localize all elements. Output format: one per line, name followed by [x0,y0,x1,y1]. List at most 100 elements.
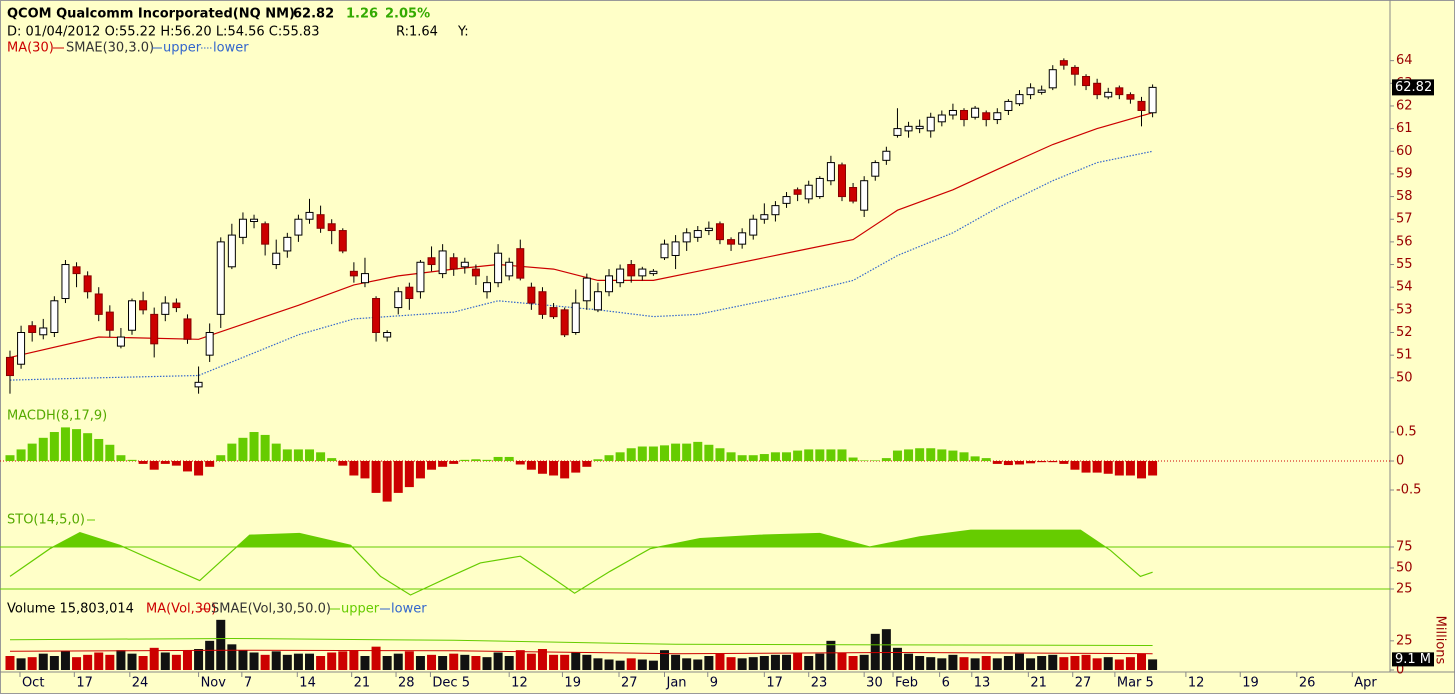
macd-bar [526,461,536,470]
macd-bar [859,460,869,462]
candle-body [1093,82,1102,96]
y-tick-label: 25 [1396,633,1413,648]
macd-bar [737,455,747,462]
candle-body [771,205,780,216]
volume-bar [1081,654,1091,670]
macd-bar [16,449,26,462]
volume-bar [626,658,636,670]
macd-bar [360,461,370,479]
candle-body [261,223,270,245]
candle-body [616,268,625,284]
candle-body [50,300,59,334]
macd-bar [415,461,425,479]
volume-bar [49,656,59,670]
macd-bar [549,461,559,476]
macd-bar [671,443,681,462]
macd-bar [482,459,492,462]
volume-bar [693,659,703,670]
macd-bar [926,448,936,462]
volume-bar [604,659,614,670]
candle-body [960,109,969,121]
candle-body [749,218,758,236]
macd-bar [881,458,891,462]
macd-bar [249,432,259,462]
volume-bar [1026,658,1036,670]
macd-bar [271,443,281,462]
volume-bar [848,656,858,670]
candle-body [660,243,669,259]
volume-bar [1014,653,1024,670]
volume-bar [382,656,392,670]
candle-body [1070,66,1079,75]
macd-bar [293,449,303,462]
candle-body [39,327,48,336]
macd-bar [759,454,769,462]
volume-bar [1092,658,1102,670]
candle-body [560,309,569,336]
volume-bar [149,647,159,670]
macd-bar [27,443,37,462]
legend-lower: lower [391,602,427,617]
y-tick-label: 53 [1396,302,1413,317]
volume-bar [293,653,303,670]
volume-bar [105,654,115,670]
volume-bar [482,657,492,670]
volume-bar [127,653,137,670]
volume-bar [815,653,825,670]
candle-body [471,268,480,277]
candle-body [937,114,946,123]
last-volume-label: 9.1 M [1395,652,1431,667]
x-tick-label: Oct [22,676,44,691]
candle-body [571,302,580,334]
x-tick-label: 24 [132,676,149,691]
x-tick-label: Apr [1354,676,1377,691]
x-tick-label: 27 [1075,676,1092,691]
volume-bar [549,654,559,670]
macd-bar [449,461,459,464]
macd-bar [1026,461,1036,464]
volume-bar [504,656,514,670]
x-tick-label: 14 [299,676,316,691]
macd-bar [1081,461,1091,473]
volume-bar [393,653,403,670]
macd-bar [349,461,359,476]
candle-body [438,250,447,275]
macd-bar [171,461,181,466]
volume-bar [937,658,947,670]
candle-body [139,300,148,311]
panel-title: MACDH(8,17,9) [7,409,107,424]
candle-body [394,291,403,309]
volume-bar [1059,657,1069,670]
candle-body [116,336,125,347]
candle-body [538,291,547,315]
macd-bar [704,444,714,462]
volume-bar [194,649,204,670]
volume-bar [926,657,936,670]
candle-body [505,261,514,277]
candle-body [948,109,957,116]
candle-body [837,164,846,198]
y-tick-label: 0 [1396,454,1404,469]
volume-bar [748,657,758,670]
candle-body [61,264,70,300]
candle-body [17,332,26,365]
macd-bar [748,455,758,462]
macd-bar [238,437,248,462]
volume-bar [216,619,226,670]
y-tick-label: 64 [1396,53,1413,68]
legend-ma: MA(30) [7,41,54,56]
candle-body [28,325,37,334]
macd-bar [1125,461,1135,476]
volume-bar [438,656,448,670]
volume-bar [360,656,370,670]
candle-body [349,270,358,277]
line [9,649,1153,655]
candle-body [893,128,902,136]
volume-bar [471,656,481,670]
volume-bar [249,652,259,670]
candle-body [161,302,170,315]
y-tick-label: 51 [1396,348,1413,363]
volume-bar [305,653,315,670]
macd-bar [393,461,403,493]
